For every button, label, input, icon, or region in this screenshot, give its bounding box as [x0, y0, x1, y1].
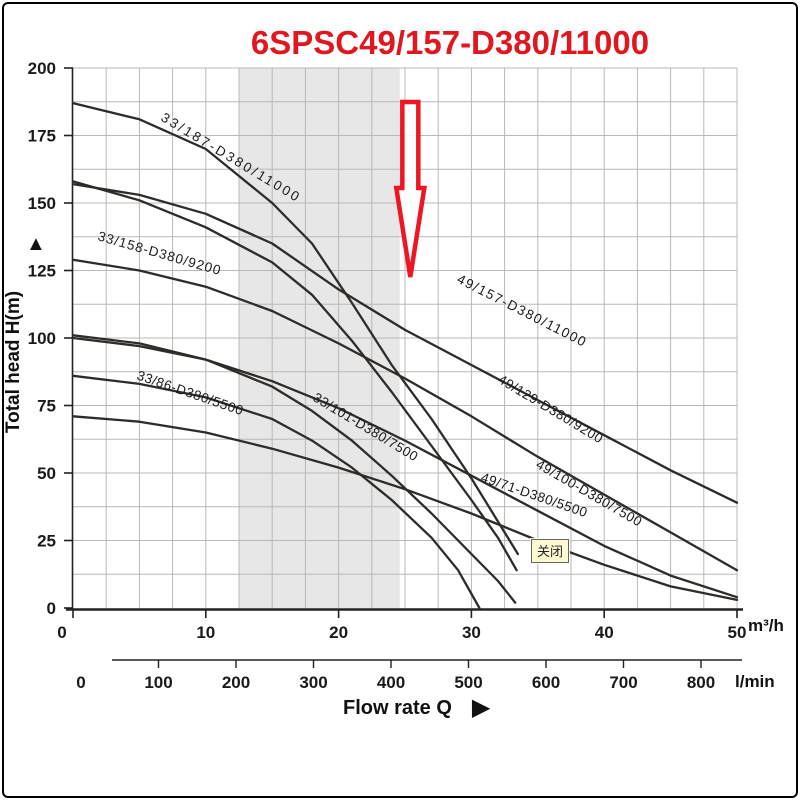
x-tick-label: 30: [462, 623, 481, 642]
x-tick-label: 10: [196, 623, 215, 642]
x-axis-title-row: Flow rate Q ▶: [343, 696, 490, 720]
curve-label: 33/86-D380/5500: [135, 368, 246, 419]
secondary-tick-label: 600: [532, 673, 560, 692]
x-axis-unit-lmin: l/min: [735, 672, 775, 691]
head-axis-up-arrow-icon: ▲: [26, 233, 46, 255]
y-tick-label: 0: [47, 599, 56, 618]
x-tick-label: 40: [595, 623, 614, 642]
y-axis-title: Total head H(m): [3, 290, 24, 434]
secondary-tick-label: 200: [222, 673, 250, 692]
y-tick-label: 50: [37, 464, 56, 483]
y-tick-label: 175: [28, 127, 56, 146]
y-tick-label: 200: [28, 59, 56, 78]
secondary-tick-label: 800: [687, 673, 715, 692]
y-tick-label: 125: [28, 262, 56, 281]
y-tick-label: 75: [37, 397, 56, 416]
y-tick-label: 25: [37, 532, 56, 551]
secondary-tick-label: 100: [144, 673, 172, 692]
curve-33-187-D380-11000: [71, 101, 520, 556]
secondary-tick-label: 500: [454, 673, 482, 692]
annotation-arrow: [393, 99, 427, 278]
y-tick-label: 100: [28, 329, 56, 348]
x-tick-label: 0: [57, 623, 66, 642]
curve-49-157-D380-11000: [71, 182, 739, 504]
secondary-tick-label: 0: [76, 673, 85, 692]
curve-33-86-D380-5500: [71, 374, 481, 610]
curve-49-71-D380-5500: [71, 415, 739, 602]
secondary-tick-label: 300: [299, 673, 327, 692]
flow-axis-right-arrow-icon: ▶: [471, 694, 491, 721]
curve-49-100-D380-7500: [71, 336, 739, 599]
y-tick-label: 150: [28, 194, 56, 213]
x-tick-label: 20: [329, 623, 348, 642]
secondary-tick-label: 400: [377, 673, 405, 692]
secondary-tick-label: 700: [609, 673, 637, 692]
x-tick-label: 50: [728, 623, 747, 642]
x-axis-title: Flow rate Q: [343, 696, 452, 719]
close-button[interactable]: 关闭: [529, 538, 571, 564]
curve-33-158-D380-9200: [71, 180, 518, 572]
curve-49-129-D380-9200: [71, 258, 739, 572]
x-axis-unit-m3h: m³/h: [748, 616, 784, 635]
page-title: 6SPSC49/157-D380/11000: [250, 24, 650, 61]
curve-label: 49/129-D380/9200: [495, 372, 605, 447]
